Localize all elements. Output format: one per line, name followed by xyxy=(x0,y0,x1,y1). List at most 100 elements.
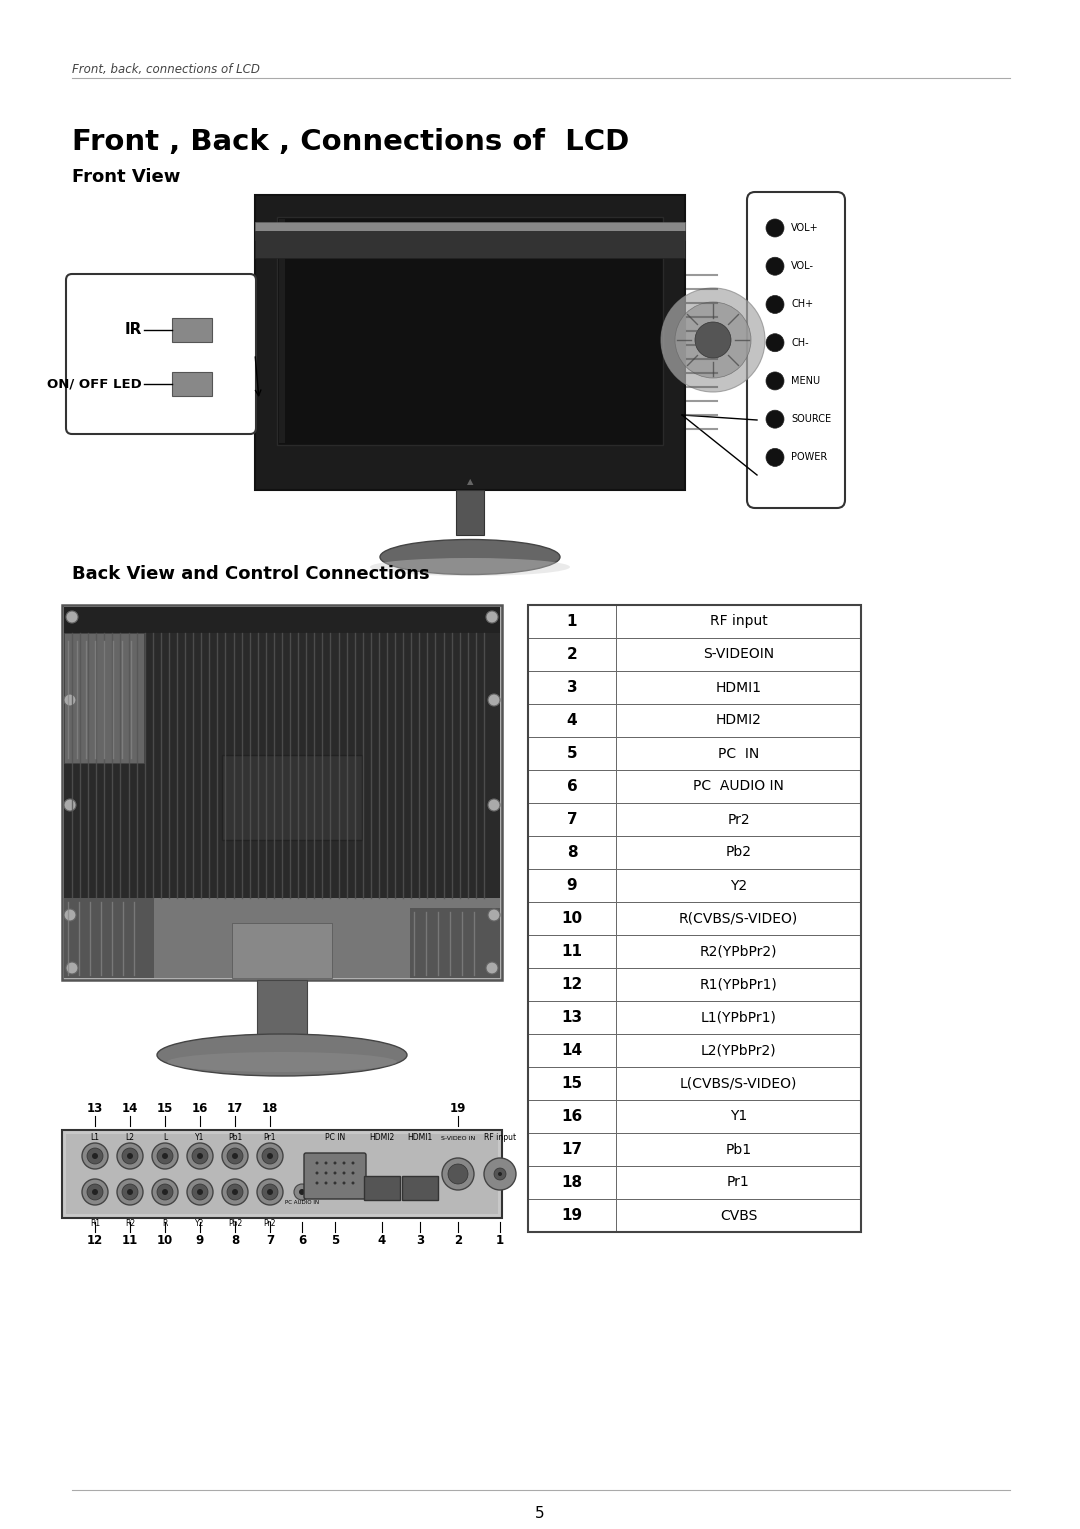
Circle shape xyxy=(192,1148,208,1164)
Bar xyxy=(276,217,663,445)
Circle shape xyxy=(486,962,498,974)
Bar xyxy=(528,1001,616,1034)
Bar xyxy=(64,898,154,979)
Text: 13: 13 xyxy=(562,1011,582,1024)
Text: IR: IR xyxy=(124,323,141,338)
Bar xyxy=(64,898,500,979)
Text: 4: 4 xyxy=(567,713,578,728)
Text: 1: 1 xyxy=(496,1234,504,1246)
Text: Pr2: Pr2 xyxy=(727,812,750,827)
Text: 7: 7 xyxy=(266,1234,274,1246)
Text: L1: L1 xyxy=(91,1133,99,1142)
Circle shape xyxy=(442,1157,474,1190)
Circle shape xyxy=(675,303,751,378)
Bar xyxy=(528,1099,616,1133)
Bar xyxy=(528,902,861,936)
Text: 14: 14 xyxy=(122,1101,138,1115)
Circle shape xyxy=(315,1182,319,1185)
Circle shape xyxy=(351,1162,354,1165)
Text: Y1: Y1 xyxy=(730,1110,747,1124)
Circle shape xyxy=(197,1153,203,1159)
Text: S-VIDEO IN: S-VIDEO IN xyxy=(441,1136,475,1141)
Circle shape xyxy=(82,1144,108,1170)
Ellipse shape xyxy=(157,1034,407,1076)
Bar xyxy=(528,1133,616,1167)
Circle shape xyxy=(267,1153,273,1159)
Bar xyxy=(410,908,500,979)
Circle shape xyxy=(324,1162,327,1165)
FancyBboxPatch shape xyxy=(402,1176,438,1200)
Circle shape xyxy=(87,1148,103,1164)
Text: 15: 15 xyxy=(157,1101,173,1115)
Text: 2: 2 xyxy=(567,647,578,662)
Text: 10: 10 xyxy=(157,1234,173,1246)
Bar xyxy=(528,737,616,771)
Text: Y2: Y2 xyxy=(195,1220,205,1228)
Circle shape xyxy=(117,1144,143,1170)
Text: HDMI2: HDMI2 xyxy=(716,714,761,728)
Text: 13: 13 xyxy=(86,1101,103,1115)
Text: PC  AUDIO IN: PC AUDIO IN xyxy=(693,780,784,794)
Text: R1(YPbPr1): R1(YPbPr1) xyxy=(700,977,778,991)
Bar xyxy=(64,633,144,763)
Bar xyxy=(528,1167,616,1199)
Bar xyxy=(528,1167,861,1199)
Text: 14: 14 xyxy=(562,1043,582,1058)
Bar xyxy=(528,638,616,671)
Circle shape xyxy=(66,962,78,974)
Circle shape xyxy=(187,1179,213,1205)
Text: R(CVBS/S-VIDEO): R(CVBS/S-VIDEO) xyxy=(679,911,798,925)
Circle shape xyxy=(315,1171,319,1174)
Text: R2(YPbPr2): R2(YPbPr2) xyxy=(700,945,778,959)
Bar xyxy=(528,1034,861,1067)
Text: 9: 9 xyxy=(567,878,578,893)
Text: SOURCE: SOURCE xyxy=(791,414,832,424)
Text: 10: 10 xyxy=(562,911,582,927)
Bar xyxy=(528,605,861,1232)
Circle shape xyxy=(342,1182,346,1185)
Bar xyxy=(528,671,616,703)
Circle shape xyxy=(162,1190,168,1196)
Text: R1: R1 xyxy=(90,1220,100,1228)
Bar xyxy=(528,703,616,737)
Bar xyxy=(255,196,685,489)
Bar xyxy=(528,605,861,638)
Bar xyxy=(528,1099,861,1133)
FancyBboxPatch shape xyxy=(364,1176,400,1200)
Bar xyxy=(528,868,861,902)
Circle shape xyxy=(486,612,498,622)
Text: 3: 3 xyxy=(416,1234,424,1246)
Text: S-VIDEOIN: S-VIDEOIN xyxy=(703,647,774,662)
Bar xyxy=(257,980,307,1035)
Circle shape xyxy=(294,1183,310,1200)
Circle shape xyxy=(187,1144,213,1170)
Circle shape xyxy=(192,1183,208,1200)
Circle shape xyxy=(267,1190,273,1196)
Text: 19: 19 xyxy=(562,1208,582,1223)
Circle shape xyxy=(342,1162,346,1165)
Bar xyxy=(528,1034,616,1067)
Text: POWER: POWER xyxy=(791,453,827,462)
Circle shape xyxy=(227,1148,243,1164)
Circle shape xyxy=(315,1162,319,1165)
Circle shape xyxy=(152,1179,178,1205)
Circle shape xyxy=(494,1168,507,1180)
Ellipse shape xyxy=(380,540,561,575)
Circle shape xyxy=(64,800,76,810)
Text: PC  IN: PC IN xyxy=(718,746,759,760)
Bar xyxy=(528,968,861,1001)
Bar xyxy=(232,924,332,979)
Circle shape xyxy=(162,1153,168,1159)
Circle shape xyxy=(82,1179,108,1205)
Circle shape xyxy=(232,1153,238,1159)
Bar xyxy=(528,671,861,703)
Text: RF input: RF input xyxy=(710,615,768,628)
Bar xyxy=(528,771,861,803)
Circle shape xyxy=(766,257,784,275)
Circle shape xyxy=(222,1179,248,1205)
Text: 6: 6 xyxy=(298,1234,306,1246)
Text: HDMI1: HDMI1 xyxy=(715,680,761,694)
Circle shape xyxy=(696,323,731,358)
Text: Front, back, connections of LCD: Front, back, connections of LCD xyxy=(72,63,260,76)
Circle shape xyxy=(766,410,784,428)
